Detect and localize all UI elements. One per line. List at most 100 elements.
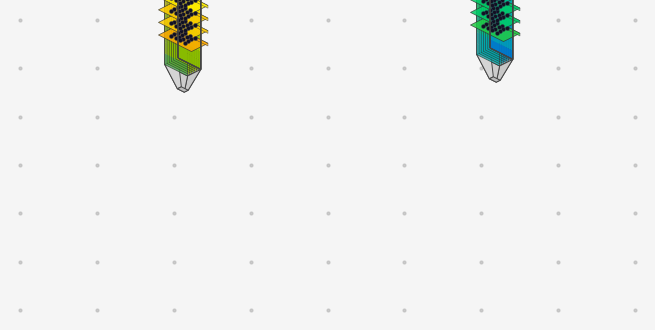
Polygon shape bbox=[165, 0, 187, 76]
Polygon shape bbox=[500, 0, 513, 66]
Polygon shape bbox=[174, 26, 196, 49]
Polygon shape bbox=[488, 4, 511, 27]
Polygon shape bbox=[178, 40, 201, 60]
Polygon shape bbox=[165, 42, 187, 65]
Polygon shape bbox=[178, 13, 201, 33]
Polygon shape bbox=[176, 0, 198, 3]
Polygon shape bbox=[470, 0, 520, 4]
Polygon shape bbox=[481, 19, 504, 41]
Polygon shape bbox=[490, 3, 513, 26]
Polygon shape bbox=[483, 29, 506, 51]
Polygon shape bbox=[167, 41, 190, 64]
Polygon shape bbox=[488, 38, 511, 60]
Polygon shape bbox=[159, 0, 208, 14]
Polygon shape bbox=[159, 27, 208, 51]
Polygon shape bbox=[490, 12, 513, 32]
Polygon shape bbox=[488, 0, 511, 4]
Polygon shape bbox=[178, 58, 201, 90]
Polygon shape bbox=[485, 5, 508, 28]
Polygon shape bbox=[490, 0, 513, 15]
Polygon shape bbox=[167, 0, 190, 7]
Polygon shape bbox=[165, 58, 181, 89]
Polygon shape bbox=[159, 2, 208, 26]
Polygon shape bbox=[175, 14, 208, 33]
Polygon shape bbox=[172, 39, 194, 61]
Polygon shape bbox=[481, 30, 504, 52]
Polygon shape bbox=[172, 5, 194, 28]
Polygon shape bbox=[165, 53, 187, 76]
Polygon shape bbox=[485, 28, 508, 50]
Polygon shape bbox=[481, 0, 504, 19]
Polygon shape bbox=[477, 32, 500, 55]
Polygon shape bbox=[169, 0, 192, 17]
Polygon shape bbox=[178, 0, 201, 16]
Polygon shape bbox=[176, 14, 198, 37]
Polygon shape bbox=[187, 0, 201, 76]
Polygon shape bbox=[487, 17, 520, 36]
Polygon shape bbox=[174, 49, 196, 72]
Polygon shape bbox=[477, 43, 500, 66]
Polygon shape bbox=[174, 4, 196, 27]
Polygon shape bbox=[174, 38, 196, 60]
Polygon shape bbox=[176, 25, 198, 48]
Polygon shape bbox=[169, 51, 192, 74]
Polygon shape bbox=[477, 0, 500, 10]
Polygon shape bbox=[490, 25, 513, 48]
Polygon shape bbox=[184, 69, 201, 92]
Polygon shape bbox=[178, 49, 201, 69]
Polygon shape bbox=[470, 17, 520, 42]
Polygon shape bbox=[490, 0, 513, 15]
Polygon shape bbox=[172, 0, 194, 5]
Polygon shape bbox=[178, 87, 188, 92]
Polygon shape bbox=[167, 0, 190, 19]
Polygon shape bbox=[167, 30, 190, 52]
Polygon shape bbox=[479, 9, 502, 31]
Polygon shape bbox=[490, 3, 513, 23]
Polygon shape bbox=[490, 21, 513, 41]
Polygon shape bbox=[178, 13, 201, 36]
Polygon shape bbox=[174, 15, 196, 38]
Polygon shape bbox=[176, 37, 198, 59]
Polygon shape bbox=[477, 0, 500, 66]
Polygon shape bbox=[165, 0, 178, 65]
Polygon shape bbox=[165, 65, 187, 92]
Polygon shape bbox=[490, 39, 513, 59]
Polygon shape bbox=[481, 0, 504, 8]
Polygon shape bbox=[490, 0, 513, 3]
Polygon shape bbox=[489, 77, 500, 82]
Polygon shape bbox=[178, 31, 201, 51]
Polygon shape bbox=[490, 30, 513, 50]
Polygon shape bbox=[172, 50, 194, 73]
Polygon shape bbox=[485, 0, 508, 16]
Polygon shape bbox=[169, 17, 192, 40]
Polygon shape bbox=[159, 0, 208, 1]
Polygon shape bbox=[169, 6, 192, 29]
Polygon shape bbox=[483, 17, 506, 40]
Polygon shape bbox=[488, 27, 511, 49]
Polygon shape bbox=[496, 59, 513, 82]
Polygon shape bbox=[165, 19, 187, 42]
Polygon shape bbox=[479, 31, 502, 54]
Polygon shape bbox=[175, 27, 208, 46]
Polygon shape bbox=[178, 0, 201, 13]
Polygon shape bbox=[487, 0, 520, 11]
Polygon shape bbox=[167, 7, 190, 30]
Polygon shape bbox=[167, 18, 190, 41]
Polygon shape bbox=[169, 40, 192, 63]
Polygon shape bbox=[481, 41, 504, 64]
Polygon shape bbox=[178, 36, 201, 58]
Polygon shape bbox=[477, 21, 500, 44]
Polygon shape bbox=[481, 7, 504, 30]
Polygon shape bbox=[178, 0, 201, 2]
Polygon shape bbox=[169, 0, 192, 6]
Polygon shape bbox=[479, 20, 502, 42]
Polygon shape bbox=[488, 0, 511, 16]
Polygon shape bbox=[175, 0, 208, 8]
Polygon shape bbox=[477, 48, 493, 79]
Polygon shape bbox=[165, 8, 187, 31]
Polygon shape bbox=[178, 22, 201, 42]
Polygon shape bbox=[485, 0, 508, 5]
Polygon shape bbox=[167, 52, 190, 75]
Polygon shape bbox=[479, 0, 502, 9]
Polygon shape bbox=[477, 0, 490, 54]
